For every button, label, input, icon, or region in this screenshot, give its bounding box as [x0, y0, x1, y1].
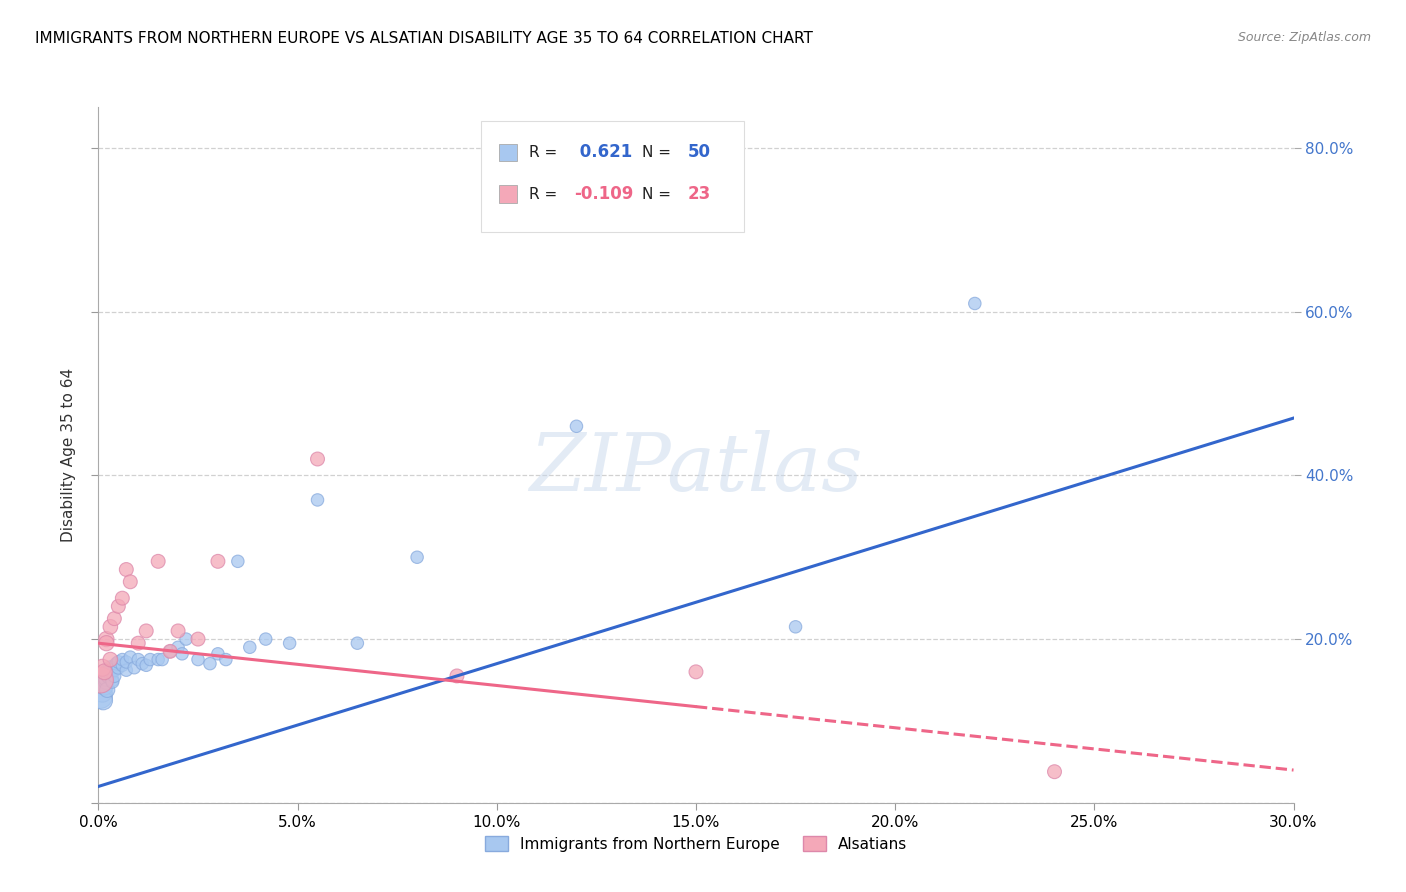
Point [198, 657, 221, 671]
Point [98, 652, 122, 666]
Point [107, 655, 129, 669]
Point [98, 666, 122, 681]
Text: 23: 23 [688, 185, 711, 203]
Point [239, 640, 262, 655]
Point [111, 652, 134, 666]
Point [103, 612, 125, 626]
Point [215, 652, 238, 666]
Bar [499, 144, 517, 161]
Point [139, 652, 162, 666]
Point [307, 492, 329, 507]
Point [98, 620, 122, 634]
Point [135, 624, 157, 638]
Point [167, 640, 190, 655]
Point [93, 677, 115, 691]
Legend: Immigrants from Northern Europe, Alsatians: Immigrants from Northern Europe, Alsatia… [479, 830, 912, 858]
Point [120, 650, 142, 665]
Point [187, 632, 209, 646]
Text: 50: 50 [688, 144, 710, 161]
Point [98, 663, 122, 677]
Point [91, 693, 114, 707]
Point [97, 669, 120, 683]
Point [124, 661, 146, 675]
Point [565, 419, 588, 434]
Point [172, 647, 194, 661]
Point [107, 599, 129, 614]
Point [148, 554, 170, 568]
Point [115, 663, 138, 677]
Point [98, 661, 122, 675]
Point [254, 632, 277, 646]
Point [187, 652, 209, 666]
Point [785, 620, 807, 634]
Text: Source: ZipAtlas.com: Source: ZipAtlas.com [1237, 31, 1371, 45]
Text: N =: N = [643, 186, 676, 202]
Point [96, 665, 118, 679]
Point [207, 647, 229, 661]
Bar [499, 186, 517, 202]
Point [105, 657, 128, 671]
Point [131, 657, 153, 671]
Point [96, 636, 118, 650]
Point [963, 296, 986, 310]
Point [406, 550, 429, 565]
Text: IMMIGRANTS FROM NORTHERN EUROPE VS ALSATIAN DISABILITY AGE 35 TO 64 CORRELATION : IMMIGRANTS FROM NORTHERN EUROPE VS ALSAT… [35, 31, 813, 46]
FancyBboxPatch shape [481, 121, 744, 232]
Point [127, 636, 149, 650]
Point [346, 636, 368, 650]
Text: R =: R = [529, 145, 562, 160]
Text: ZIPatlas: ZIPatlas [529, 430, 863, 508]
Point [111, 658, 134, 673]
Point [103, 663, 125, 677]
Text: 0.621: 0.621 [574, 144, 633, 161]
Point [96, 674, 118, 689]
Point [1043, 764, 1066, 779]
Point [89, 673, 111, 687]
Point [159, 644, 181, 658]
Point [93, 680, 115, 694]
Point [127, 652, 149, 666]
Point [89, 690, 111, 704]
Point [174, 632, 197, 646]
Point [111, 591, 134, 606]
Point [207, 554, 229, 568]
Point [101, 673, 124, 687]
Point [101, 674, 124, 689]
Point [96, 682, 118, 697]
Point [159, 644, 181, 658]
Point [135, 658, 157, 673]
Point [107, 661, 129, 675]
Point [103, 669, 125, 683]
Point [167, 624, 190, 638]
Point [120, 574, 142, 589]
Point [685, 665, 707, 679]
Point [91, 661, 114, 675]
Point [91, 685, 114, 699]
Point [278, 636, 301, 650]
Text: -0.109: -0.109 [574, 185, 634, 203]
Point [115, 655, 138, 669]
Point [93, 665, 115, 679]
Point [226, 554, 249, 568]
Point [446, 669, 468, 683]
Text: N =: N = [643, 145, 676, 160]
Point [307, 452, 329, 467]
Point [148, 652, 170, 666]
Text: R =: R = [529, 186, 562, 202]
Point [150, 652, 173, 666]
Point [96, 632, 118, 646]
Point [115, 562, 138, 576]
Y-axis label: Disability Age 35 to 64: Disability Age 35 to 64 [60, 368, 76, 542]
Point [96, 672, 118, 686]
